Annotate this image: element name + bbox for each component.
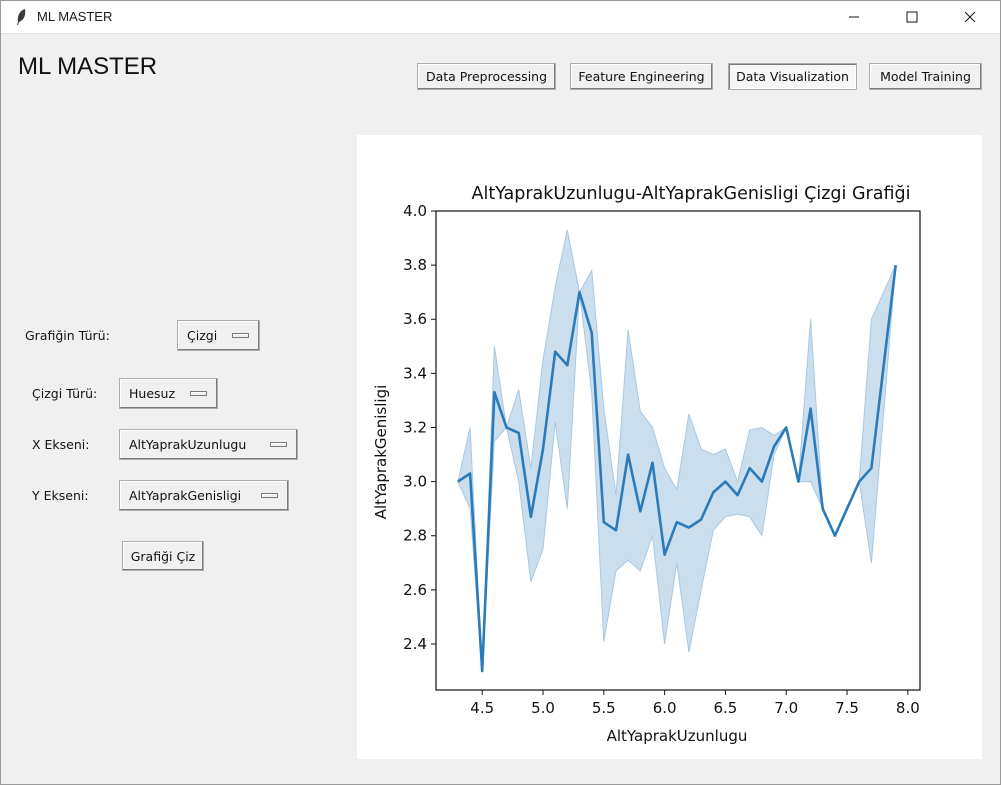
chart-panel: AltYaprakUzunlugu-AltYaprakGenisligi Çiz… (357, 135, 982, 759)
dropdown-indicator-icon (270, 442, 287, 447)
confidence-band (457, 229, 897, 672)
series-line-layer (457, 264, 897, 673)
y-ticks: 2.4 2.6 2.8 3.0 3.2 3.4 3.6 3.8 4.0 (403, 202, 436, 653)
y-tick-label: 3.4 (403, 364, 427, 382)
dropdown-indicator-icon (190, 391, 207, 396)
line-chart: AltYaprakUzunlugu-AltYaprakGenisligi Çiz… (372, 184, 921, 745)
line-type-value: Huesuz (129, 386, 176, 401)
close-button[interactable] (947, 1, 993, 33)
x-axis-label: X Ekseni: (32, 437, 90, 452)
dropdown-indicator-icon (232, 333, 249, 338)
app-brand-title: ML MASTER (18, 53, 158, 80)
y-tick-label: 3.2 (403, 418, 427, 436)
x-axis-title: AltYaprakUzunlugu (607, 727, 748, 745)
y-axis-label: Y Ekseni: (32, 488, 89, 503)
series-line (457, 264, 897, 673)
chart-type-dropdown[interactable]: Çizgi (177, 320, 260, 351)
x-tick-label: 6.5 (713, 699, 737, 717)
x-tick-label: 5.5 (592, 699, 616, 717)
data-visualization-button[interactable]: Data Visualization (728, 63, 857, 90)
y-tick-label: 2.8 (403, 527, 427, 545)
confidence-band-layer (457, 229, 897, 672)
y-tick-label: 4.0 (403, 202, 427, 220)
x-tick-label: 7.5 (835, 699, 859, 717)
chart-type-label: Grafiğin Türü: (25, 328, 110, 343)
x-tick-label: 8.0 (896, 699, 920, 717)
data-preprocessing-button[interactable]: Data Preprocessing (417, 63, 556, 90)
model-training-button[interactable]: Model Training (869, 63, 982, 90)
y-tick-label: 3.8 (403, 256, 427, 274)
minimize-button[interactable] (831, 1, 877, 33)
title-bar: ML MASTER (1, 1, 1000, 34)
y-tick-label: 3.6 (403, 310, 427, 328)
minimize-icon (849, 16, 859, 18)
x-axis-dropdown[interactable]: AltYaprakUzunlugu (119, 429, 298, 460)
y-tick-label: 2.6 (403, 581, 427, 599)
x-tick-label: 5.0 (531, 699, 555, 717)
maximize-button[interactable] (889, 1, 935, 33)
draw-chart-button[interactable]: Grafiği Çiz (122, 541, 204, 571)
close-icon (964, 11, 976, 23)
line-type-label: Çizgi Türü: (32, 386, 98, 401)
dropdown-indicator-icon (261, 493, 278, 498)
y-axis-value: AltYaprakGenisligi (129, 488, 242, 503)
feature-engineering-button[interactable]: Feature Engineering (570, 63, 713, 90)
axes-frame (435, 210, 921, 691)
feather-icon (15, 8, 27, 26)
y-tick-label: 3.0 (403, 473, 427, 491)
maximize-icon (906, 11, 918, 23)
y-tick-label: 2.4 (403, 635, 427, 653)
y-axis-dropdown[interactable]: AltYaprakGenisligi (119, 480, 289, 511)
x-tick-label: 6.0 (653, 699, 677, 717)
line-type-dropdown[interactable]: Huesuz (119, 378, 218, 409)
x-tick-label: 7.0 (774, 699, 798, 717)
x-axis-value: AltYaprakUzunlugu (129, 437, 247, 452)
chart-type-value: Çizgi (187, 328, 218, 343)
x-ticks: 4.5 5.0 5.5 6.0 6.5 7.0 7.5 8.0 (470, 690, 920, 717)
window-title: ML MASTER (37, 9, 113, 24)
y-axis-title: AltYaprakGenisligi (372, 385, 390, 520)
chart-title: AltYaprakUzunlugu-AltYaprakGenisligi Çiz… (472, 184, 911, 204)
x-tick-label: 4.5 (470, 699, 494, 717)
